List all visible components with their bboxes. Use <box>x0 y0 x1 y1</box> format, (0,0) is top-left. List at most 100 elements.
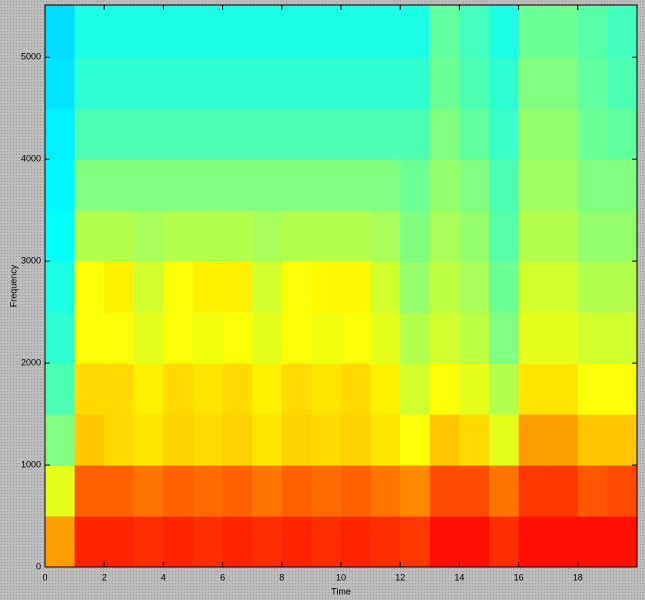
spectrogram-cell <box>577 465 608 517</box>
spectrogram-cell <box>45 159 76 211</box>
spectrogram-cell <box>281 261 312 313</box>
spectrogram-cell <box>548 210 579 262</box>
spectrogram-cell <box>311 159 342 211</box>
spectrogram-cell <box>252 57 283 109</box>
spectrogram-cell <box>281 414 312 466</box>
heatmap <box>45 5 638 568</box>
spectrogram-cell <box>518 516 549 568</box>
spectrogram-cell <box>193 57 224 109</box>
spectrogram-cell <box>459 465 490 517</box>
spectrogram-cell <box>193 516 224 568</box>
spectrogram-cell <box>74 210 105 262</box>
spectrogram-cell <box>548 465 579 517</box>
spectrogram-cell <box>489 108 520 160</box>
spectrogram-cell <box>193 465 224 517</box>
spectrogram-cell <box>400 363 431 415</box>
spectrogram-cell <box>193 261 224 313</box>
spectrogram-cell <box>429 414 460 466</box>
spectrogram-cell <box>193 5 224 58</box>
spectrogram-cell <box>370 312 401 364</box>
spectrogram-cell <box>45 261 76 313</box>
spectrogram-cell <box>133 312 164 364</box>
spectrogram-cell <box>607 516 638 568</box>
spectrogram-cell <box>45 516 76 568</box>
spectrogram-cell <box>400 261 431 313</box>
spectrogram-cell <box>577 312 608 364</box>
spectrogram-cell <box>163 210 194 262</box>
x-tick-label: 12 <box>395 572 405 582</box>
spectrogram-cell <box>370 516 401 568</box>
spectrogram-cell <box>281 159 312 211</box>
spectrogram-cell <box>311 108 342 160</box>
spectrogram-cell <box>518 465 549 517</box>
spectrogram-cell <box>163 363 194 415</box>
spectrogram-cell <box>489 363 520 415</box>
spectrogram-cell <box>281 108 312 160</box>
spectrogram-cell <box>518 261 549 313</box>
spectrogram-cell <box>252 414 283 466</box>
spectrogram-cell <box>577 108 608 160</box>
spectrogram-cell <box>222 159 253 211</box>
spectrogram-cell <box>74 516 105 568</box>
spectrogram-cell <box>252 516 283 568</box>
spectrogram-cell <box>104 5 135 58</box>
spectrogram-cell <box>518 414 549 466</box>
spectrogram-cell <box>252 465 283 517</box>
spectrogram-cell <box>133 210 164 262</box>
spectrogram-cell <box>281 312 312 364</box>
spectrogram-cell <box>400 516 431 568</box>
spectrogram-cell <box>74 57 105 109</box>
spectrogram-cell <box>74 5 105 58</box>
spectrogram-cell <box>341 363 372 415</box>
spectrogram-cell <box>341 516 372 568</box>
spectrogram-cell <box>133 261 164 313</box>
spectrogram-cell <box>577 210 608 262</box>
spectrogram-cell <box>104 414 135 466</box>
spectrogram-cell <box>104 159 135 211</box>
spectrogram-cell <box>311 261 342 313</box>
spectrogram-cell <box>45 108 76 160</box>
spectrogram-cell <box>104 516 135 568</box>
spectrogram-cell <box>548 5 579 58</box>
spectrogram-cell <box>74 414 105 466</box>
spectrogram-cell <box>548 414 579 466</box>
spectrogram-cell <box>104 312 135 364</box>
spectrogram-cell <box>400 465 431 517</box>
x-tick-label: 10 <box>336 572 346 582</box>
spectrogram-cell <box>341 261 372 313</box>
spectrogram-cell <box>607 465 638 517</box>
spectrogram-cell <box>341 210 372 262</box>
spectrogram-cell <box>429 312 460 364</box>
spectrogram-cell <box>370 261 401 313</box>
spectrogram-cell <box>459 312 490 364</box>
spectrogram-cell <box>370 465 401 517</box>
spectrogram-cell <box>489 465 520 517</box>
spectrogram-cell <box>341 5 372 58</box>
spectrogram-cell <box>577 516 608 568</box>
spectrogram-cell <box>104 465 135 517</box>
spectrogram-cell <box>104 57 135 109</box>
spectrogram-cell <box>548 516 579 568</box>
spectrogram-cell <box>607 261 638 313</box>
spectrogram-cell <box>607 414 638 466</box>
spectrogram-cell <box>163 5 194 58</box>
spectrogram-cell <box>222 210 253 262</box>
spectrogram-cell <box>370 159 401 211</box>
x-tick-label: 16 <box>514 572 524 582</box>
spectrogram-cell <box>133 465 164 517</box>
spectrogram-cell <box>252 261 283 313</box>
spectrogram-cell <box>163 261 194 313</box>
spectrogram-cell <box>193 159 224 211</box>
spectrogram-cell <box>163 108 194 160</box>
x-tick-label: 0 <box>42 572 47 582</box>
spectrogram-cell <box>489 261 520 313</box>
spectrogram-cell <box>252 159 283 211</box>
spectrogram-cell <box>222 108 253 160</box>
spectrogram-cell <box>222 465 253 517</box>
spectrogram-cell <box>518 159 549 211</box>
spectrogram-cell <box>607 57 638 109</box>
spectrogram-cell <box>548 261 579 313</box>
x-tick-label: 14 <box>454 572 464 582</box>
y-tick-label: 3000 <box>21 256 41 266</box>
